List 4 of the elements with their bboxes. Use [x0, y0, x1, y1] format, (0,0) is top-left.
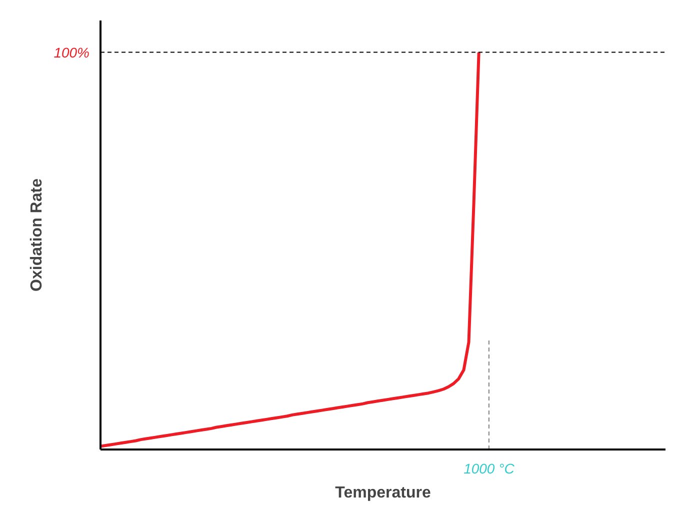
ref-line-label: 100%	[54, 44, 90, 60]
y-axis-title: Oxidation Rate	[28, 178, 46, 292]
x-axis-title: Temperature	[335, 484, 431, 502]
text: 1000 °C	[464, 460, 516, 476]
